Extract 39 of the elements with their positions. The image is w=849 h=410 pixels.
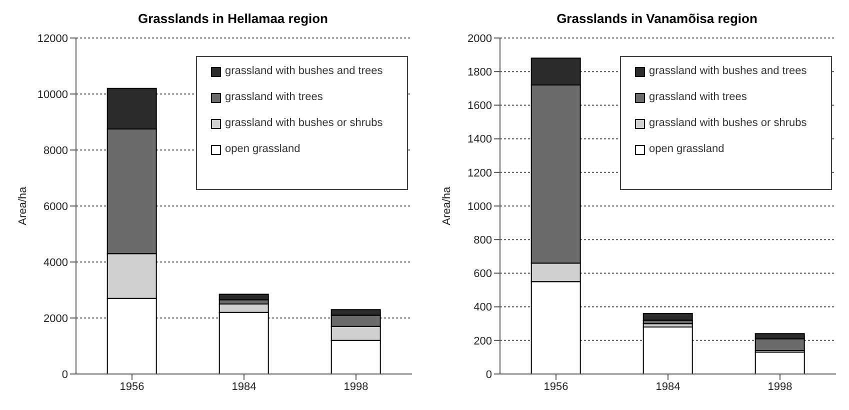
y-tick-label: 1400: [468, 134, 492, 146]
y-tick-label: 2000: [468, 32, 492, 45]
y-tick-label: 1200: [468, 167, 492, 180]
x-tick-label: 1998: [768, 380, 792, 393]
y-axis-title: Area/ha: [16, 186, 29, 226]
x-tick-label: 1998: [344, 380, 368, 393]
y-tick-label: 1000: [468, 200, 492, 213]
y-tick-label: 12000: [37, 32, 68, 45]
legend-label: grassland with bushes and trees: [649, 65, 807, 77]
y-tick-label: 10000: [37, 88, 68, 101]
legend-label: grassland with trees: [649, 91, 747, 103]
y-tick-label: 8000: [44, 144, 68, 157]
y-tick-label: 2000: [44, 312, 68, 325]
x-tick-label: 1984: [656, 380, 680, 393]
y-tick-label: 1800: [468, 66, 492, 79]
y-tick-label: 400: [474, 302, 492, 314]
legend-label: grassland with bushes or shrubs: [225, 117, 383, 129]
x-tick-label: 1956: [120, 380, 144, 393]
legend-label: open grassland: [225, 143, 300, 155]
y-tick-label: 1600: [468, 100, 492, 112]
legend-label: grassland with trees: [225, 91, 323, 103]
legend-label: grassland with bushes or shrubs: [649, 117, 807, 129]
y-tick-label: 6000: [44, 200, 68, 213]
bar: [642, 326, 693, 374]
y-tick-label: 600: [474, 268, 492, 280]
y-axis-title: Area/ha: [440, 186, 453, 226]
bar: [218, 294, 269, 300]
x-tick-label: 1984: [232, 380, 256, 393]
y-tick-label: 0: [62, 368, 68, 381]
y-tick-label: 200: [474, 335, 492, 348]
y-tick-label: 4000: [44, 256, 68, 269]
bar: [642, 313, 693, 321]
legend-label: open grassland: [649, 143, 724, 155]
x-tick-label: 1956: [544, 380, 568, 393]
chart-title: Grasslands in Hellamaa region: [136, 10, 330, 28]
chart-title: Grasslands in Vanamõisa region: [556, 10, 758, 28]
legend-label: grassland with bushes and trees: [225, 65, 383, 77]
y-tick-label: 0: [486, 368, 492, 381]
y-tick-label: 800: [474, 234, 492, 247]
